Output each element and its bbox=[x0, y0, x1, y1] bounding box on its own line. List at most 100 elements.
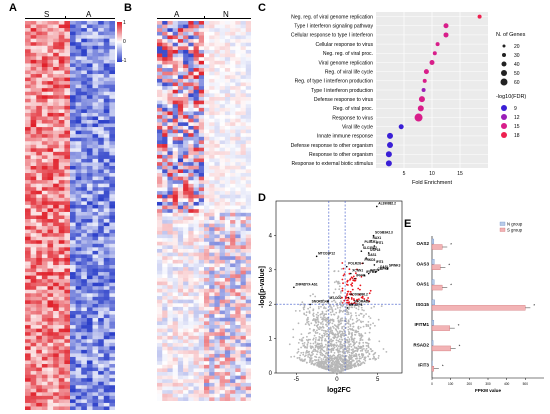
volcano-x-tick: 0 bbox=[335, 377, 339, 383]
fpkm-significance: * bbox=[458, 323, 460, 328]
enrichment-x-tick: 15 bbox=[457, 171, 463, 177]
volcano-y-tick: 2 bbox=[269, 302, 273, 308]
size-legend-dot bbox=[501, 61, 507, 67]
scale-tick-high: 1 bbox=[123, 20, 126, 26]
legend-s-swatch bbox=[499, 227, 506, 232]
enrichment-term-label: Innate immune response bbox=[317, 134, 373, 140]
fpkm-significance: * bbox=[533, 303, 535, 308]
volcano-gene-label: OASL bbox=[380, 265, 389, 269]
fpkm-bar-s bbox=[431, 345, 451, 352]
panel-a-letter: A bbox=[9, 2, 17, 14]
volcano-gene-label: USP18 bbox=[370, 248, 380, 252]
color-legend-dot bbox=[501, 105, 507, 111]
fpkm-category-label: OAS3 bbox=[416, 261, 429, 266]
heatmap-b-group-n: N bbox=[223, 10, 229, 19]
volcano-gene-label: XCNN1 bbox=[352, 269, 363, 273]
fpkm-significance: * bbox=[450, 242, 452, 247]
volcano-labeled-point bbox=[354, 277, 356, 280]
enrichment-dot bbox=[423, 69, 429, 75]
volcano-gene-label: MT-CO2 bbox=[330, 296, 342, 300]
volcano-y-tick: 4 bbox=[269, 233, 273, 239]
volcano-gene-label: PRKD3 bbox=[364, 258, 375, 262]
volcano-labeled-point bbox=[376, 205, 378, 208]
fpkm-significance: * bbox=[442, 364, 444, 369]
volcano-y-label: -log[p-value] bbox=[259, 266, 266, 308]
size-legend-dot bbox=[502, 44, 506, 48]
enrichment-dot bbox=[418, 96, 425, 103]
heatmap-color-scale bbox=[117, 22, 122, 62]
heatmap-a-row-labels bbox=[2, 21, 24, 410]
enrichment-dot bbox=[387, 142, 393, 149]
fpkm-bar-s bbox=[431, 325, 450, 331]
volcano-y-tick: 1 bbox=[269, 337, 273, 343]
enrichment-term-label: Cellular response to type I interferon bbox=[291, 33, 373, 39]
enrichment-term-label: Neg. reg. of viral proc. bbox=[323, 51, 373, 57]
enrichment-x-tick: 10 bbox=[429, 171, 435, 177]
enrichment-dot bbox=[387, 132, 393, 139]
volcano-gene-label: IFITM1 bbox=[366, 270, 376, 274]
enrichment-x-tick: 5 bbox=[403, 171, 406, 177]
enrichment-term-label: Response to external biotic stimulus bbox=[291, 161, 373, 167]
fpkm-bar-s bbox=[431, 366, 435, 372]
enrichment-dot bbox=[398, 124, 404, 130]
legend-s-label: S group bbox=[507, 227, 523, 232]
fpkm-bar-s bbox=[431, 244, 443, 250]
volcano-labeled-point bbox=[349, 272, 352, 275]
fpkm-x-tick: 200 bbox=[467, 382, 473, 386]
heatmap-a-group-a: A bbox=[86, 10, 92, 19]
volcano-labeled-point bbox=[347, 296, 350, 299]
fpkm-bar-n bbox=[431, 279, 435, 285]
volcano-labeled-point bbox=[377, 269, 380, 271]
volcano-labeled-point bbox=[367, 252, 370, 254]
enrichment-dot bbox=[443, 32, 449, 38]
volcano-labeled-point bbox=[373, 264, 376, 266]
volcano-labeled-point bbox=[372, 234, 375, 237]
enrichment-term-label: Response to virus bbox=[332, 115, 373, 121]
fpkm-bar-n bbox=[431, 238, 435, 245]
enrichment-dot-plot: 5 10 15 Neg. reg. of viral genome replicati… bbox=[291, 12, 526, 186]
volcano-labeled-point bbox=[373, 245, 376, 247]
volcano-labeled-point bbox=[370, 240, 372, 242]
size-legend-title: N. of Genes bbox=[496, 32, 526, 38]
volcano-labeled-point bbox=[362, 244, 364, 246]
panel-b-letter: B bbox=[124, 2, 132, 14]
fpkm-x-tick: 0 bbox=[431, 382, 433, 386]
enrichment-term-label: Viral life cycle bbox=[342, 125, 373, 131]
fpkm-significance: * bbox=[459, 343, 461, 348]
color-legend-dot bbox=[501, 132, 507, 138]
enrichment-dot bbox=[414, 113, 423, 122]
volcano-labeled-point bbox=[346, 307, 349, 309]
volcano-labeled-point bbox=[375, 271, 377, 273]
panel-e-letter: E bbox=[404, 218, 412, 230]
size-legend-dot bbox=[501, 70, 507, 76]
size-legend-label: 30 bbox=[514, 53, 520, 59]
volcano-labeled-point bbox=[345, 265, 348, 268]
volcano-gene-label: MTCO3P12 bbox=[318, 251, 335, 255]
fpkm-bar-s bbox=[431, 284, 443, 291]
enrichment-term-label: Type I interferon production bbox=[311, 88, 373, 94]
color-legend-label: 18 bbox=[514, 133, 520, 139]
volcano-gene-label: SCGB3A2.3 bbox=[375, 231, 393, 235]
enrichment-dot bbox=[435, 42, 440, 47]
volcano-labeled-point bbox=[363, 274, 366, 277]
color-legend-dot bbox=[501, 123, 507, 129]
enrichment-dot bbox=[429, 59, 435, 65]
fpkm-category-label: IFIT3 bbox=[418, 363, 429, 368]
heatmap-b-group-divider bbox=[204, 16, 205, 19]
enrichment-dot bbox=[422, 78, 427, 83]
volcano-labeled-point bbox=[362, 262, 364, 264]
fpkm-bar-s bbox=[431, 264, 441, 270]
volcano-gene-label: SNORD14A bbox=[312, 299, 330, 303]
heatmap-b bbox=[157, 21, 251, 401]
size-legend-label: 20 bbox=[514, 44, 520, 50]
scale-tick-mid: 0 bbox=[123, 39, 126, 45]
volcano-gene-label: MT-ATP8 bbox=[349, 303, 363, 307]
heatmap-b-row-labels bbox=[134, 21, 156, 401]
volcano-gene-label: SNORA6B bbox=[354, 299, 370, 303]
volcano-x-label: log2FC bbox=[327, 387, 351, 394]
volcano-y-tick: 3 bbox=[269, 268, 273, 274]
volcano-gene-label: SLC35A2 bbox=[363, 246, 377, 250]
fpkm-x-tick: 400 bbox=[504, 382, 510, 386]
fpkm-significance: * bbox=[450, 283, 452, 288]
size-legend-label: 60 bbox=[514, 80, 520, 86]
